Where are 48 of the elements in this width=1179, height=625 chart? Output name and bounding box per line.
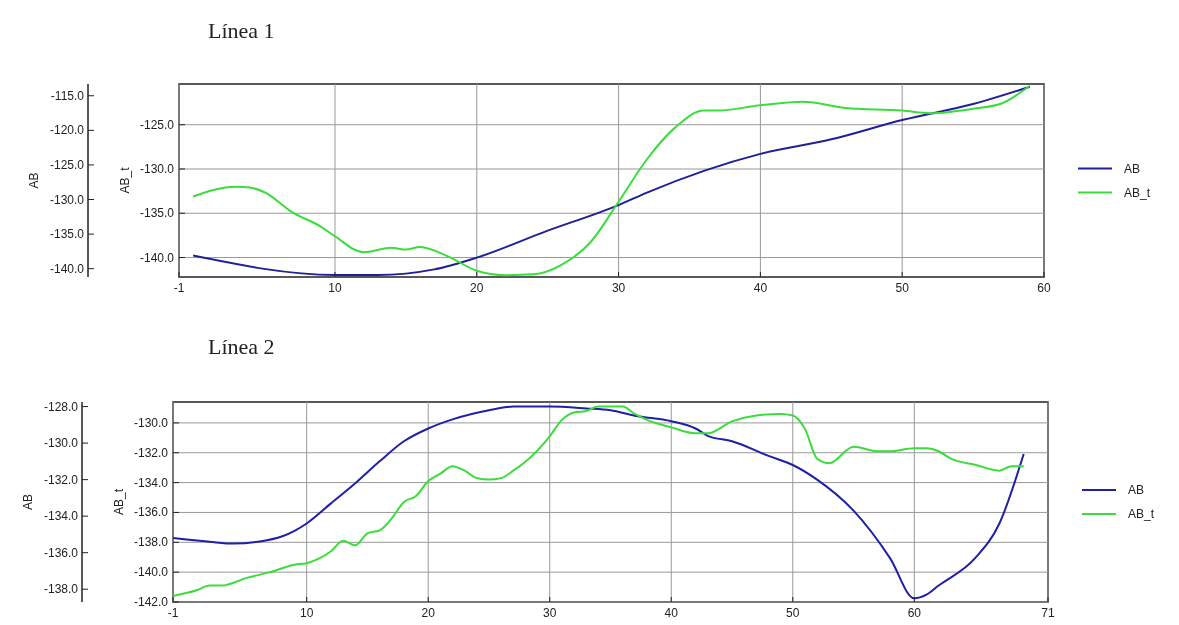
y2-tick-label: -120.0 [49,123,85,138]
x-tick-label: 60 [1037,281,1051,295]
y2-tick-label: -132.0 [43,472,79,487]
x-tick-label: 60 [907,606,922,620]
x-tick-label: 40 [664,606,679,620]
y-tick-label: -135.0 [139,206,175,221]
legend-label: AB_t [1124,185,1151,200]
x-tick-label: -1 [173,281,185,295]
y-tick-label: -132.0 [133,445,169,460]
x-tick-label: 50 [786,606,800,620]
y-tick-label: -138.0 [133,535,169,550]
x-tick-label: -1 [167,606,179,620]
y-tick-label: -130.0 [139,161,175,176]
legend-label: AB_t [1128,507,1155,521]
y-tick-label: -136.0 [133,505,169,520]
x-tick-label: 10 [300,606,314,620]
y-tick-label: -140.0 [139,250,175,265]
x-tick-label: 40 [753,281,768,295]
y-tick-label: -125.0 [139,117,175,132]
legend-label: AB [1128,483,1145,497]
y2-tick-label: -138.0 [43,582,79,597]
x-tick-label: 30 [611,281,626,295]
chart-title: Línea 2 [208,334,275,359]
x-tick-label: 10 [328,281,342,295]
x-tick-label: 50 [895,281,910,295]
y2-tick-label: -135.0 [49,227,85,242]
y-tick-label: -134.0 [133,475,169,490]
y-tick-label: -130.0 [133,415,169,430]
y2-axis-title: AB [27,172,41,189]
y-axis-title: AB_t [112,488,126,516]
x-tick-label: 20 [421,606,436,620]
y2-tick-label: -136.0 [43,545,79,560]
y-tick-label: -142.0 [133,595,169,609]
y-axis-title: AB_t [118,166,132,194]
y2-tick-label: -125.0 [49,157,85,172]
y-tick-label: -140.0 [133,565,169,580]
y2-axis-title: AB [21,493,35,511]
chart-title: Línea 1 [208,18,275,43]
legend-label: AB [1124,161,1141,176]
y2-tick-label: -128.0 [43,399,79,414]
y2-tick-label: -134.0 [43,509,79,524]
x-tick-label: 30 [543,606,557,620]
y2-tick-label: -115.0 [50,88,85,103]
x-tick-label: 20 [470,281,484,295]
y2-tick-label: -140.0 [49,261,85,276]
y2-tick-label: -130.0 [43,436,79,451]
x-tick-label: 71 [1041,606,1055,620]
y2-tick-label: -130.0 [49,192,85,207]
